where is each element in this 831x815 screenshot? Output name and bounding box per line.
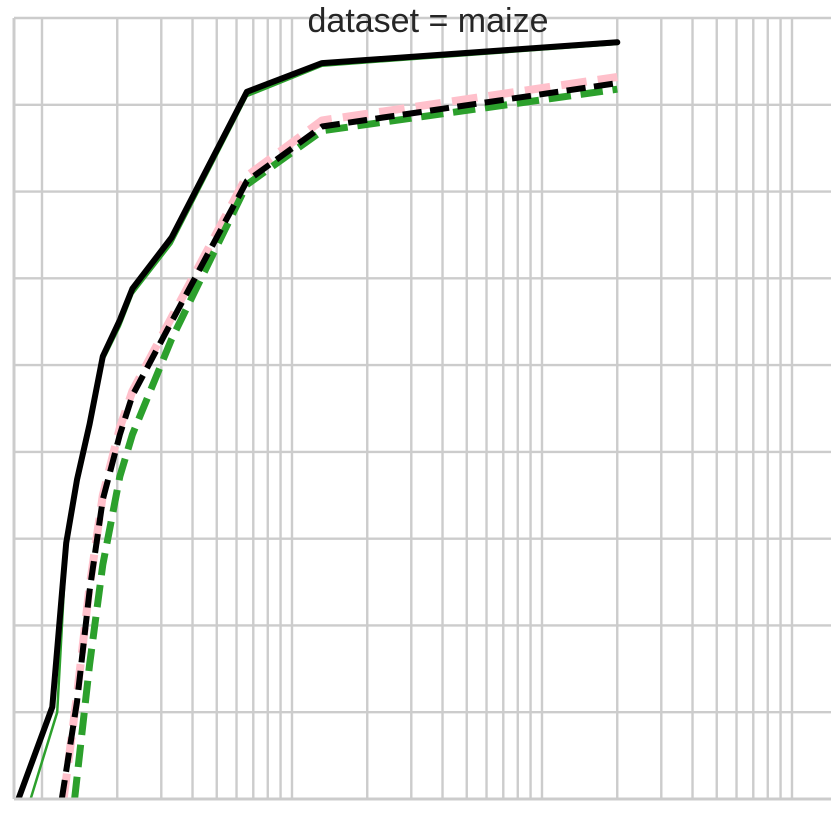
series-line-3 (15, 39, 621, 799)
gridlines (14, 16, 831, 799)
series-line-4 (59, 73, 618, 799)
series-line-5 (71, 85, 618, 799)
series-layer (15, 39, 621, 799)
axes (12, 18, 831, 801)
chart-title: dataset = maize (308, 2, 549, 40)
series-line-6 (58, 80, 618, 799)
